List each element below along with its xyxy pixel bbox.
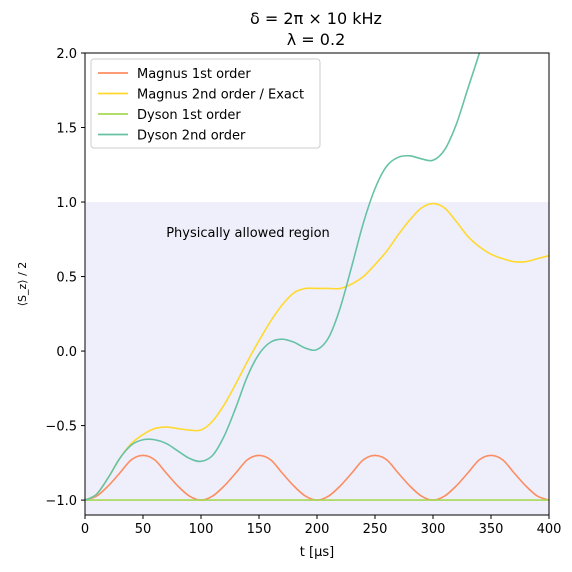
x-tick-label: 150 [247, 522, 272, 537]
plot-area [84, 52, 550, 516]
x-tick-label: 200 [305, 522, 330, 537]
x-tick-label: 50 [135, 522, 152, 537]
series-line-4 [85, 53, 481, 501]
physically-allowed-region [85, 202, 549, 515]
y-tick-label: 2.0 [56, 47, 77, 62]
chart-title-line-2: λ = 0.2 [287, 30, 346, 49]
y-tick-label: 0.5 [56, 271, 77, 286]
legend-label-3: Dyson 1st order [137, 108, 241, 123]
x-tick-label: 0 [81, 522, 89, 537]
x-tick-label: 100 [189, 522, 214, 537]
series-line-2 [85, 202, 549, 501]
legend-label-4: Dyson 2nd order [137, 129, 246, 144]
legend: Magnus 1st order Magnus 2nd order / Exact… [90, 58, 321, 149]
y-tick-label: 1.5 [56, 122, 77, 137]
x-tick-label: 300 [421, 522, 446, 537]
legend-label-1: Magnus 1st order [137, 67, 251, 82]
legend-box [90, 58, 321, 149]
x-tick-label: 400 [537, 522, 562, 537]
ticks: 0 50 100 150 200 250 300 350 400 −1.0 −0.5 0.0 0.5 1.… [45, 47, 561, 537]
x-tick-label: 350 [479, 522, 504, 537]
region-annotation: Physically allowed region [166, 226, 330, 241]
y-tick-label: 0.0 [56, 345, 77, 360]
x-axis-label: t [μs] [300, 545, 334, 560]
y-tick-label: −0.5 [45, 420, 77, 435]
y-tick-label: −1.0 [45, 494, 77, 509]
legend-label-2: Magnus 2nd order / Exact [137, 88, 304, 103]
x-tick-label: 250 [363, 522, 388, 537]
y-tick-label: 1.0 [56, 196, 77, 211]
chart-title-line-1: δ = 2π × 10 kHz [250, 9, 382, 28]
y-axis-label: ⟨S_z⟩ / 2 [16, 262, 29, 307]
